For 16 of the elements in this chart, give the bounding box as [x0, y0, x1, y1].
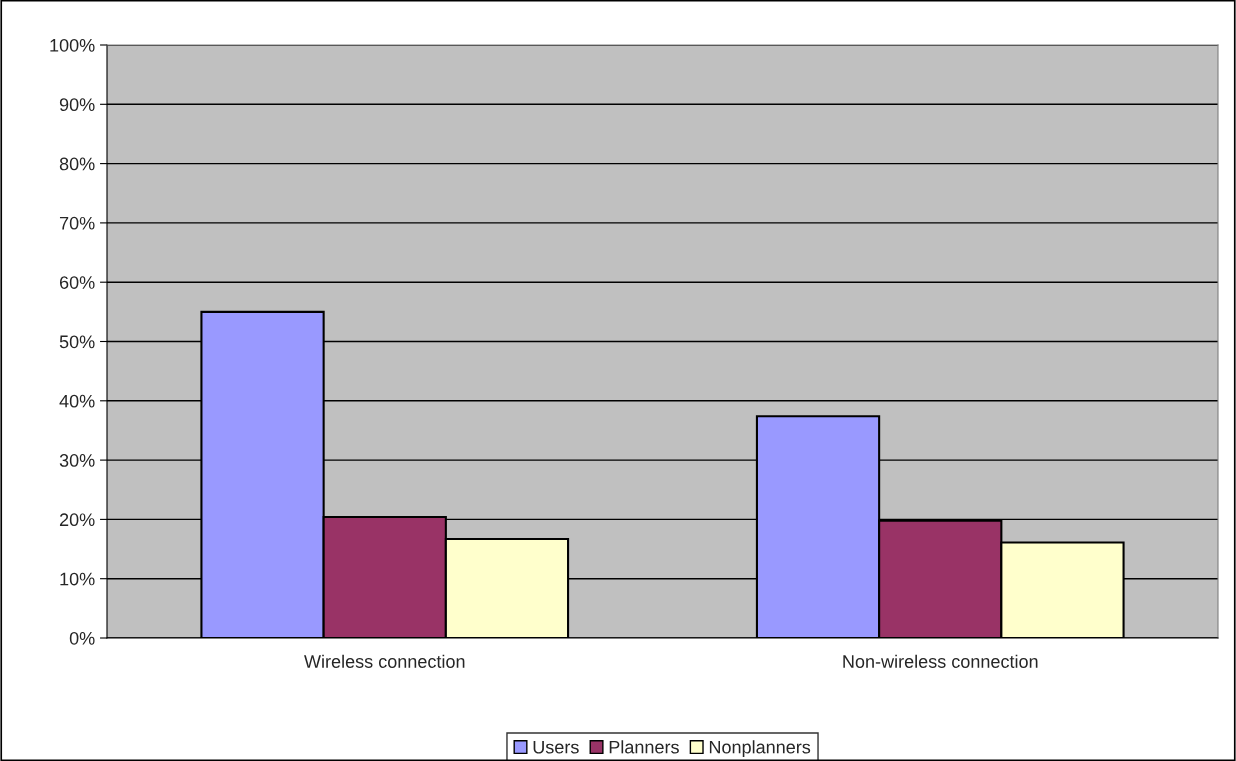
x-tick-label: Wireless connection: [304, 654, 465, 668]
y-tick-label: 10%: [60, 572, 95, 586]
y-tick-label: 20%: [59, 513, 95, 527]
y-tick-label: 30%: [59, 454, 95, 467]
y-tick-label: 70%: [59, 216, 95, 230]
legend-label: Planners: [609, 740, 679, 754]
legend-label: Users: [533, 740, 579, 754]
y-tick-label: 50%: [59, 335, 95, 349]
legend-label: Nonplanners: [709, 740, 811, 758]
x-tick-label: Non-wireless connection: [843, 654, 1038, 668]
y-tick-label: 60%: [59, 276, 95, 289]
y-tick-label: 0%: [69, 631, 95, 645]
y-tick-label: 40%: [59, 394, 95, 408]
y-tick-label: 90%: [59, 98, 95, 112]
y-tick-label: 80%: [59, 157, 95, 171]
y-tick-label: 100%: [50, 38, 95, 52]
